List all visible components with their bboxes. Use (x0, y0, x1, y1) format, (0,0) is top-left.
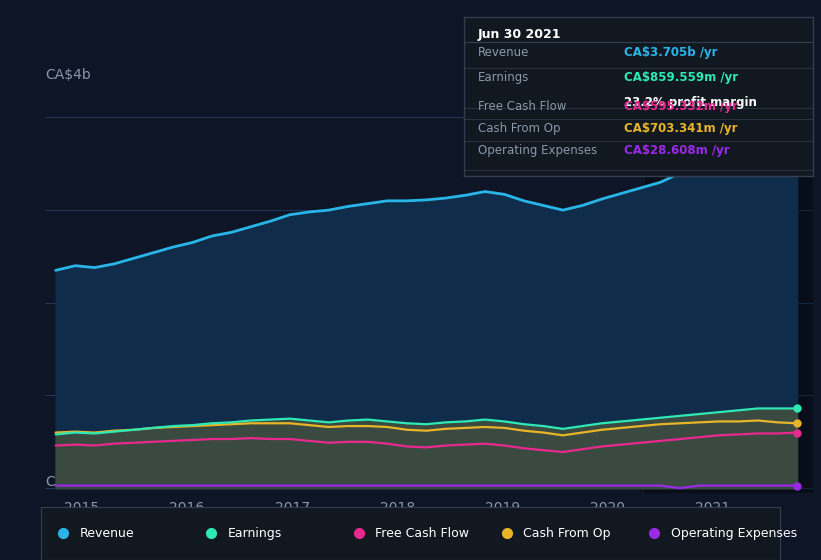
Text: Free Cash Flow: Free Cash Flow (478, 100, 566, 113)
Text: Operating Expenses: Operating Expenses (671, 527, 796, 540)
Text: 23.2% profit margin: 23.2% profit margin (624, 96, 757, 109)
Text: Revenue: Revenue (478, 45, 530, 59)
Text: Revenue: Revenue (80, 527, 134, 540)
Text: Earnings: Earnings (478, 71, 530, 84)
Text: CA$28.608m /yr: CA$28.608m /yr (624, 144, 730, 157)
Bar (644, 90, 818, 493)
Text: Cash From Op: Cash From Op (523, 527, 610, 540)
Text: Jun 30 2021: Jun 30 2021 (478, 28, 562, 41)
Text: CA$0: CA$0 (45, 475, 82, 489)
Text: CA$703.341m /yr: CA$703.341m /yr (624, 122, 738, 135)
Text: Earnings: Earnings (227, 527, 282, 540)
Text: Free Cash Flow: Free Cash Flow (375, 527, 469, 540)
Text: CA$4b: CA$4b (45, 68, 91, 82)
Text: CA$859.559m /yr: CA$859.559m /yr (624, 71, 739, 84)
Text: CA$3.705b /yr: CA$3.705b /yr (624, 45, 718, 59)
Text: Operating Expenses: Operating Expenses (478, 144, 597, 157)
Text: CA$595.332m /yr: CA$595.332m /yr (624, 100, 738, 113)
Text: Cash From Op: Cash From Op (478, 122, 560, 135)
